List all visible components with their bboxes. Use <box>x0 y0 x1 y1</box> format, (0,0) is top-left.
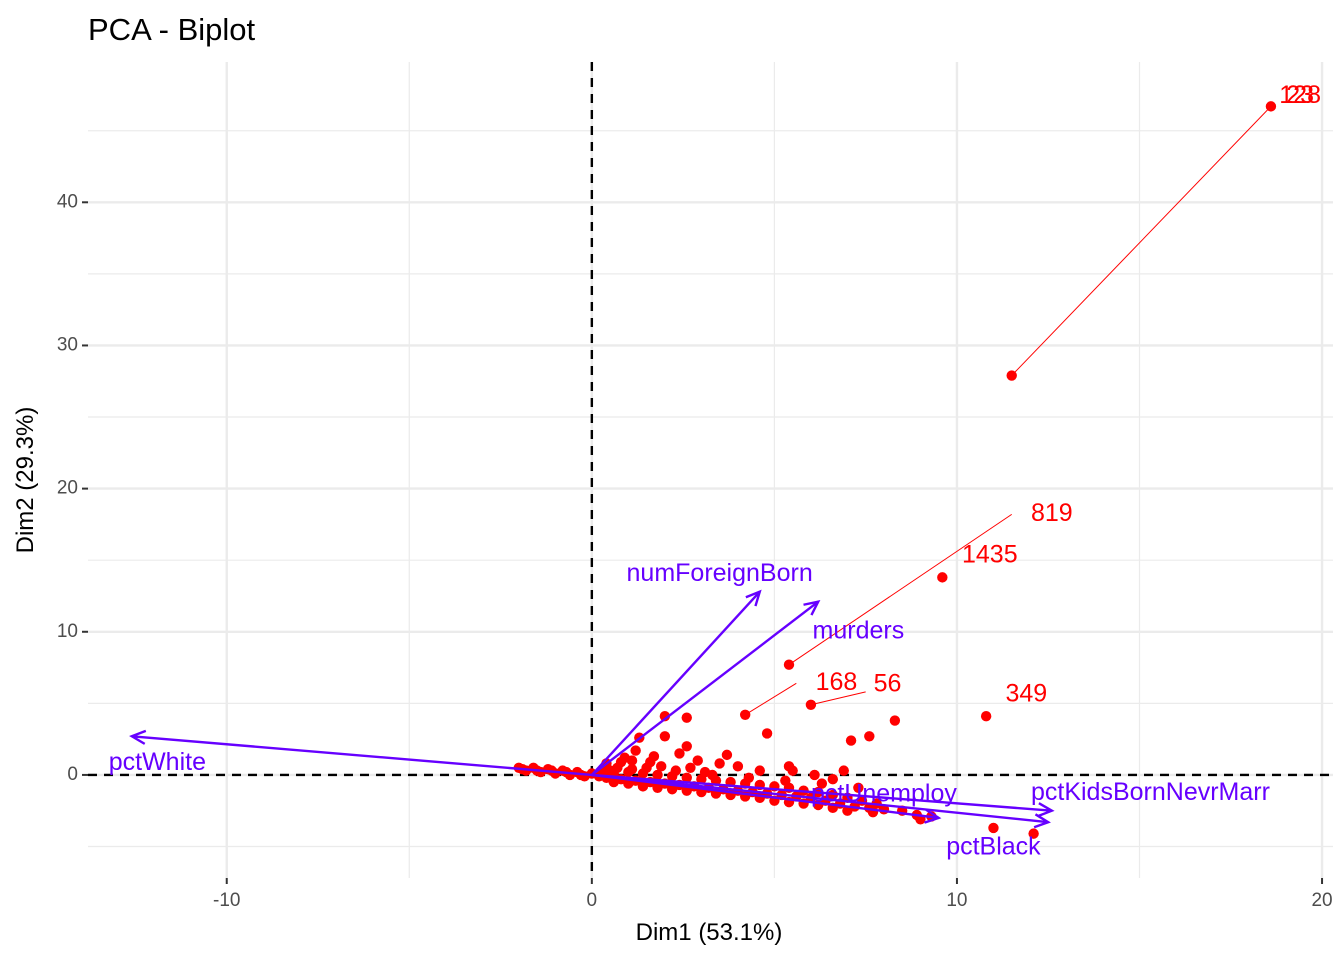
grid-major-lines <box>88 62 1333 878</box>
y-tick-label: 20 <box>57 478 78 499</box>
data-point <box>707 769 718 781</box>
point-label-56: 56 <box>874 669 902 697</box>
data-point <box>783 659 795 670</box>
data-point <box>980 711 992 722</box>
arrow-numForeignBorn <box>590 590 761 776</box>
data-point <box>937 572 948 583</box>
axis-ticks: -10 0 10 20 0 10 20 30 40 <box>57 191 1333 911</box>
data-point <box>608 776 619 788</box>
data-point <box>692 755 703 766</box>
data-point <box>842 805 853 816</box>
y-tick-label: 30 <box>57 334 78 355</box>
data-point <box>670 765 682 776</box>
data-point <box>652 782 663 794</box>
data-point <box>816 778 828 789</box>
variable-arrows <box>129 589 1055 829</box>
label-connector <box>788 513 1012 666</box>
x-tick-label: 20 <box>1311 890 1332 911</box>
data-point <box>838 765 849 776</box>
grid-minor-lines <box>88 62 1333 878</box>
point-label-128: 128 <box>1279 81 1321 109</box>
data-point <box>889 715 901 726</box>
data-point <box>681 712 692 723</box>
data-point <box>681 772 692 783</box>
data-point <box>864 731 875 742</box>
variable-label-numForeignBorn: numForeignBorn <box>627 559 813 587</box>
data-point <box>656 761 667 772</box>
point-label-1435: 1435 <box>962 541 1018 569</box>
data-point <box>666 784 678 795</box>
arrowhead-pctWhite <box>129 729 147 745</box>
data-point <box>648 751 660 762</box>
y-tick-label: 40 <box>57 191 78 212</box>
data-point <box>714 758 725 769</box>
data-point <box>853 782 864 794</box>
label-connector-lines <box>744 106 1272 716</box>
point-label-168: 168 <box>816 668 858 696</box>
individual-points <box>513 101 1277 839</box>
data-point <box>754 765 765 776</box>
data-point <box>732 761 744 772</box>
data-point <box>787 765 798 776</box>
data-point <box>761 728 773 739</box>
data-point <box>721 749 733 761</box>
data-point <box>827 774 839 785</box>
variable-label-pctUnemploy: pctUnemploy <box>811 780 957 808</box>
variable-label-murders: murders <box>813 616 905 644</box>
data-point <box>739 709 751 720</box>
data-point <box>805 699 817 710</box>
label-connector <box>744 682 797 716</box>
arrow-murders <box>591 600 819 776</box>
data-point <box>1006 370 1017 381</box>
data-point <box>696 774 707 785</box>
data-point <box>1265 101 1277 112</box>
data-point <box>674 748 685 759</box>
arrow-pctBlack <box>591 773 1052 812</box>
data-point <box>641 762 652 773</box>
data-point <box>1028 828 1039 839</box>
arrowhead-pctUnemploy <box>924 808 942 824</box>
data-point <box>637 781 649 792</box>
chart-title: PCA - Biplot <box>88 12 256 47</box>
arrow-pctWhite <box>131 735 592 777</box>
x-tick-label: 0 <box>587 890 598 911</box>
arrowhead-pctBlack <box>1037 802 1055 818</box>
x-tick-label: -10 <box>213 890 240 911</box>
data-point <box>780 775 791 786</box>
reference-lines <box>88 62 1333 878</box>
variable-label-pctKidsBornNevrMarr: pctKidsBornNevrMarr <box>1031 778 1270 806</box>
point-label-23: 23 <box>1286 81 1314 109</box>
point-label-349: 349 <box>1005 679 1047 707</box>
label-connector <box>810 691 866 706</box>
x-tick-label: 10 <box>946 890 967 911</box>
data-point <box>685 762 696 773</box>
label-connector <box>1011 106 1272 376</box>
arrowhead-murders <box>803 600 821 616</box>
point-label-819: 819 <box>1031 499 1073 527</box>
data-point <box>652 769 663 781</box>
y-tick-label: 0 <box>67 764 78 785</box>
variable-labels: pctWhite numForeignBorn murders pctUnemploy… <box>109 559 1270 860</box>
variable-label-pctBlack: pctBlack <box>946 833 1041 861</box>
data-point <box>630 745 641 756</box>
arrowhead-pctKidsBornNevrMarr <box>1033 813 1051 829</box>
data-point <box>659 711 671 722</box>
data-point <box>743 772 755 783</box>
variable-label-pctWhite: pctWhite <box>109 748 206 776</box>
arrow-pctKidsBornNevrMarr <box>591 773 1049 824</box>
data-point <box>615 756 627 768</box>
data-point <box>659 731 671 742</box>
data-point <box>845 735 857 746</box>
x-axis-title: Dim1 (53.1%) <box>636 919 783 946</box>
y-tick-label: 10 <box>57 621 78 642</box>
y-axis-title: Dim2 (29.3%) <box>12 407 39 554</box>
data-point <box>809 769 820 781</box>
data-point <box>681 741 692 752</box>
arrowhead-numForeignBorn <box>745 589 762 607</box>
data-point <box>623 766 634 778</box>
data-point <box>626 755 638 766</box>
data-point <box>988 822 999 834</box>
